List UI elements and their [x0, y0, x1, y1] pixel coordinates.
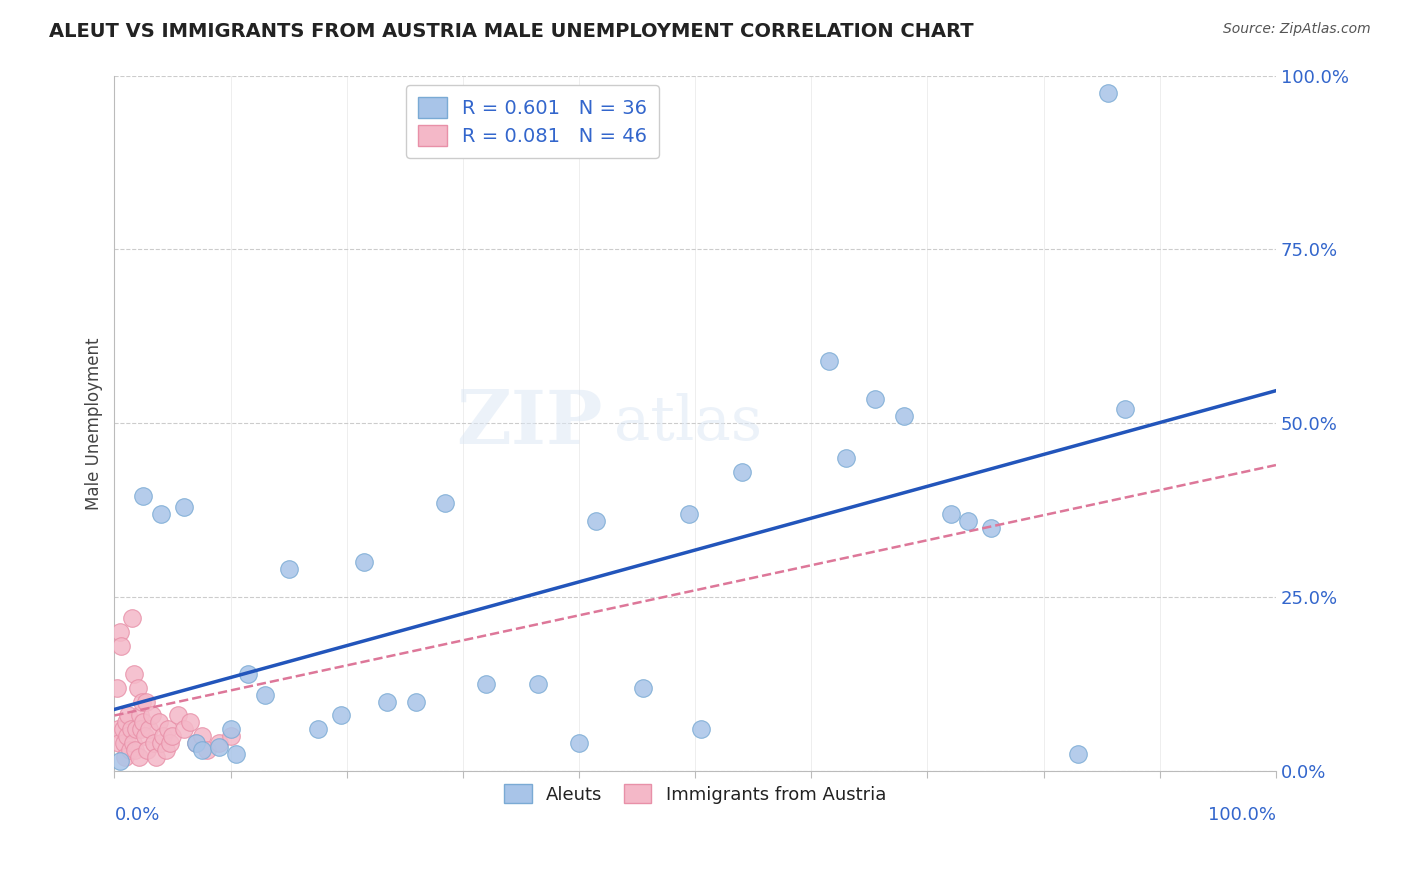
Point — [142, 736, 165, 750]
Point — [184, 736, 207, 750]
Text: Source: ZipAtlas.com: Source: ZipAtlas.com — [1223, 22, 1371, 37]
Point — [377, 695, 399, 709]
Point — [114, 750, 136, 764]
Point — [124, 743, 146, 757]
Point — [110, 639, 132, 653]
Point — [145, 750, 167, 764]
Text: 0.0%: 0.0% — [114, 805, 160, 824]
Point — [152, 730, 174, 744]
Point — [405, 695, 427, 709]
Point — [105, 681, 128, 695]
Point — [107, 723, 129, 737]
Point — [173, 500, 195, 514]
Point — [108, 736, 131, 750]
Point — [122, 666, 145, 681]
Point — [135, 695, 157, 709]
Point — [112, 736, 135, 750]
Point — [129, 723, 152, 737]
Point — [149, 507, 172, 521]
Point — [159, 736, 181, 750]
Point — [225, 747, 247, 761]
Point — [631, 681, 654, 695]
Point — [835, 451, 858, 466]
Point — [179, 715, 201, 730]
Text: ALEUT VS IMMIGRANTS FROM AUSTRIA MALE UNEMPLOYMENT CORRELATION CHART: ALEUT VS IMMIGRANTS FROM AUSTRIA MALE UN… — [49, 22, 974, 41]
Point — [353, 556, 375, 570]
Point — [307, 723, 329, 737]
Point — [219, 730, 242, 744]
Point — [162, 730, 184, 744]
Point — [110, 754, 132, 768]
Point — [129, 708, 152, 723]
Point — [110, 625, 132, 640]
Point — [148, 715, 170, 730]
Point — [208, 736, 231, 750]
Text: 100.0%: 100.0% — [1208, 805, 1277, 824]
Point — [236, 666, 259, 681]
Point — [817, 353, 839, 368]
Point — [208, 739, 231, 754]
Point — [434, 496, 457, 510]
Point — [254, 688, 277, 702]
Point — [980, 521, 1002, 535]
Legend: Aleuts, Immigrants from Austria: Aleuts, Immigrants from Austria — [498, 776, 893, 811]
Point — [1097, 86, 1119, 100]
Point — [122, 736, 145, 750]
Point — [111, 723, 134, 737]
Point — [141, 708, 163, 723]
Point — [127, 681, 149, 695]
Point — [128, 750, 150, 764]
Point — [329, 708, 352, 723]
Text: atlas: atlas — [614, 393, 762, 453]
Point — [155, 743, 177, 757]
Text: ZIP: ZIP — [456, 387, 602, 460]
Point — [527, 677, 550, 691]
Point — [1067, 747, 1090, 761]
Point — [1114, 402, 1136, 417]
Point — [195, 743, 218, 757]
Point — [156, 723, 179, 737]
Point — [957, 514, 980, 528]
Point — [893, 409, 915, 424]
Point — [730, 465, 752, 479]
Point — [475, 677, 498, 691]
Point — [184, 736, 207, 750]
Point — [138, 723, 160, 737]
Point — [863, 392, 886, 406]
Point — [132, 489, 155, 503]
Point — [585, 514, 607, 528]
Point — [277, 562, 299, 576]
Point — [219, 723, 242, 737]
Point — [173, 723, 195, 737]
Point — [132, 715, 155, 730]
Point — [939, 507, 962, 521]
Point — [117, 708, 139, 723]
Point — [136, 743, 159, 757]
Point — [118, 743, 141, 757]
Point — [131, 695, 153, 709]
Point — [120, 723, 142, 737]
Point — [115, 730, 138, 744]
Point — [121, 611, 143, 625]
Point — [149, 736, 172, 750]
Point — [568, 736, 591, 750]
Y-axis label: Male Unemployment: Male Unemployment — [86, 337, 103, 509]
Point — [134, 730, 156, 744]
Point — [190, 743, 212, 757]
Point — [167, 708, 190, 723]
Point — [190, 730, 212, 744]
Point — [678, 507, 700, 521]
Point — [115, 715, 138, 730]
Point — [125, 723, 148, 737]
Point — [690, 723, 713, 737]
